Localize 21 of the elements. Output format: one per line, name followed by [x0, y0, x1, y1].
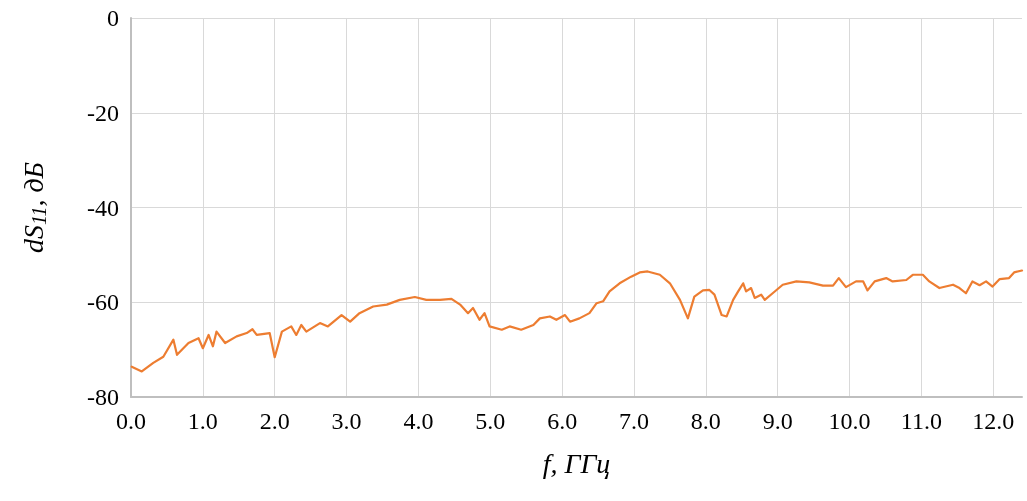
x-tick-label: 7.0 — [618, 408, 649, 434]
x-tick-label: 5.0 — [475, 408, 506, 434]
x-tick-label: 4.0 — [403, 408, 434, 434]
x-axis-title: f, ГГц — [542, 447, 611, 479]
x-tick-label: 0.0 — [116, 408, 146, 434]
y-tick-label: -40 — [87, 194, 119, 221]
x-tick-label: 1.0 — [187, 408, 218, 434]
x-tick-label: 11.0 — [900, 408, 942, 434]
x-tick-label: 6.0 — [547, 408, 578, 434]
y-tick-label: -80 — [87, 384, 119, 410]
x-tick-label: 3.0 — [331, 408, 362, 434]
x-tick-label: 9.0 — [762, 408, 793, 434]
x-tick-label: 10.0 — [828, 408, 871, 434]
y-axis-title: dS11, дБ — [17, 161, 50, 254]
y-tick-label: -60 — [87, 289, 119, 316]
line-series — [130, 269, 1024, 373]
x-tick-label: 12.0 — [972, 408, 1015, 434]
x-tick-label: 2.0 — [259, 408, 290, 434]
x-tick-label: 8.0 — [690, 408, 721, 434]
y-tick-label: -20 — [87, 99, 119, 126]
y-tick-label: 0 — [107, 5, 119, 31]
